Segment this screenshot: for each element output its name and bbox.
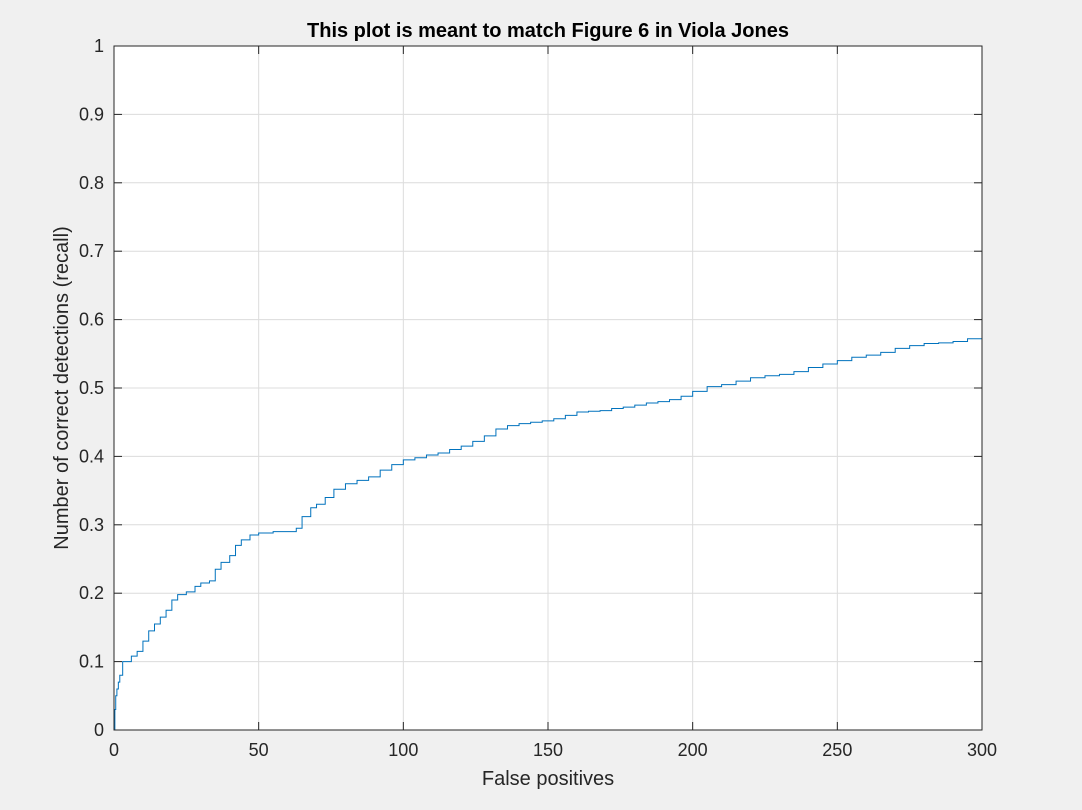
y-tick-label: 0.5 <box>79 378 104 398</box>
y-tick-label: 0.1 <box>79 652 104 672</box>
y-tick-labels: 0 0.1 0.2 0.3 0.4 0.5 0.6 0.7 0.8 0.9 1 <box>79 36 104 740</box>
x-tick-label: 300 <box>967 740 997 760</box>
y-tick-label: 0.4 <box>79 446 104 466</box>
y-tick-label: 0.8 <box>79 173 104 193</box>
axis-ticks <box>113 45 983 731</box>
x-tick-label: 100 <box>388 740 418 760</box>
y-tick-label: 0 <box>94 720 104 740</box>
y-axis-title: Number of correct detections (recall) <box>51 226 73 549</box>
y-tick-label: 1 <box>94 36 104 56</box>
x-tick-label: 200 <box>678 740 708 760</box>
x-tick-labels: 0 50 100 150 200 250 300 <box>109 740 997 760</box>
x-axis-title: False positives <box>482 768 614 790</box>
x-tick-label: 150 <box>533 740 563 760</box>
y-tick-label: 0.3 <box>79 515 104 535</box>
series-line <box>114 337 983 731</box>
y-tick-label: 0.9 <box>79 104 104 124</box>
y-tick-label: 0.6 <box>79 310 104 330</box>
x-tick-label: 50 <box>249 740 269 760</box>
x-tick-label: 0 <box>109 740 119 760</box>
y-tick-label: 0.2 <box>79 583 104 603</box>
x-tick-label: 250 <box>822 740 852 760</box>
y-tick-label: 0.7 <box>79 241 104 261</box>
chart-title: This plot is meant to match Figure 6 in … <box>307 20 789 42</box>
